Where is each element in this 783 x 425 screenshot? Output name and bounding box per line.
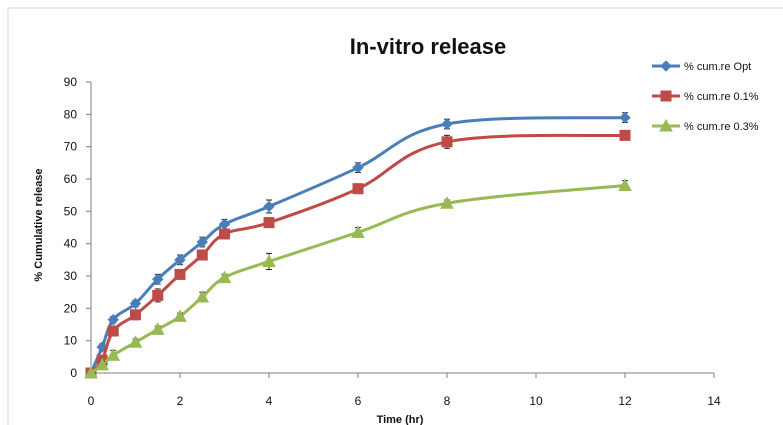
x-tick-label: 14 <box>707 394 721 408</box>
data-point <box>217 270 232 284</box>
series-3 <box>84 178 632 379</box>
x-tick-label: 8 <box>444 394 451 408</box>
legend-entry-3: % cum.re 0.3% <box>652 118 759 133</box>
legend-entry-1: % cum.re Opt <box>652 60 751 73</box>
data-point <box>618 178 632 191</box>
series-layer <box>84 111 632 379</box>
y-tick-label: 10 <box>64 334 78 348</box>
data-point <box>174 268 186 280</box>
data-point <box>352 183 364 195</box>
data-point <box>174 254 186 266</box>
data-point <box>107 325 119 337</box>
data-point <box>150 322 165 335</box>
data-point <box>196 236 208 248</box>
y-tick-label: 90 <box>64 75 78 89</box>
data-point <box>152 289 164 301</box>
data-point <box>128 335 143 348</box>
data-point <box>441 118 453 130</box>
x-tick-label: 4 <box>266 394 273 408</box>
y-tick-label: 30 <box>64 269 78 283</box>
data-point <box>351 225 365 238</box>
data-point <box>619 111 631 124</box>
x-axis-label: Time (hr) <box>377 414 424 425</box>
y-tick-label: 70 <box>64 140 78 154</box>
data-point <box>440 196 454 209</box>
x-tick-label: 10 <box>529 394 543 408</box>
legend: % cum.re Opt % cum.re 0.1% % cum.re 0.3% <box>652 60 759 133</box>
data-point <box>84 365 98 379</box>
y-tick-label: 40 <box>64 237 78 251</box>
data-point <box>173 309 187 322</box>
y-tick-label: 50 <box>64 204 78 218</box>
y-tick-label: 0 <box>70 366 77 380</box>
legend-entry-2: % cum.re 0.1% <box>652 90 759 103</box>
data-point <box>196 249 208 261</box>
data-point <box>219 228 230 240</box>
data-point <box>263 200 275 213</box>
data-point <box>107 313 119 326</box>
legend-marker <box>660 60 672 72</box>
y-tick-label: 60 <box>64 172 78 186</box>
data-point <box>619 129 631 141</box>
data-point <box>195 289 210 303</box>
x-tick-label: 0 <box>88 394 95 408</box>
y-tick-label: 80 <box>64 107 78 121</box>
data-point <box>262 254 276 267</box>
legend-label: % cum.re 0.1% <box>684 91 759 103</box>
x-tick-label: 6 <box>355 394 362 408</box>
data-point <box>152 273 164 285</box>
y-axis-label: % Cumulative release <box>33 168 45 281</box>
legend-marker <box>660 90 672 102</box>
x-tick-label: 2 <box>177 394 184 408</box>
data-point <box>130 309 141 321</box>
legend-label: % cum.re 0.3% <box>684 121 759 133</box>
data-point <box>95 357 109 371</box>
data-point <box>352 161 364 174</box>
legend-marker <box>659 118 673 132</box>
axes: 0 10 20 30 40 50 60 70 80 90 0 2 4 6 8 10 12 14 <box>64 75 721 408</box>
data-point <box>263 217 275 229</box>
chart-frame <box>7 7 783 425</box>
series-1 <box>85 111 631 379</box>
data-point <box>129 297 142 310</box>
data-point <box>106 348 121 361</box>
legend-label: % cum.re Opt <box>684 61 751 73</box>
y-tick-label: 20 <box>64 301 78 315</box>
x-tick-label: 12 <box>618 394 632 408</box>
chart-title: In-vitro release <box>350 34 507 59</box>
data-point <box>441 136 453 148</box>
